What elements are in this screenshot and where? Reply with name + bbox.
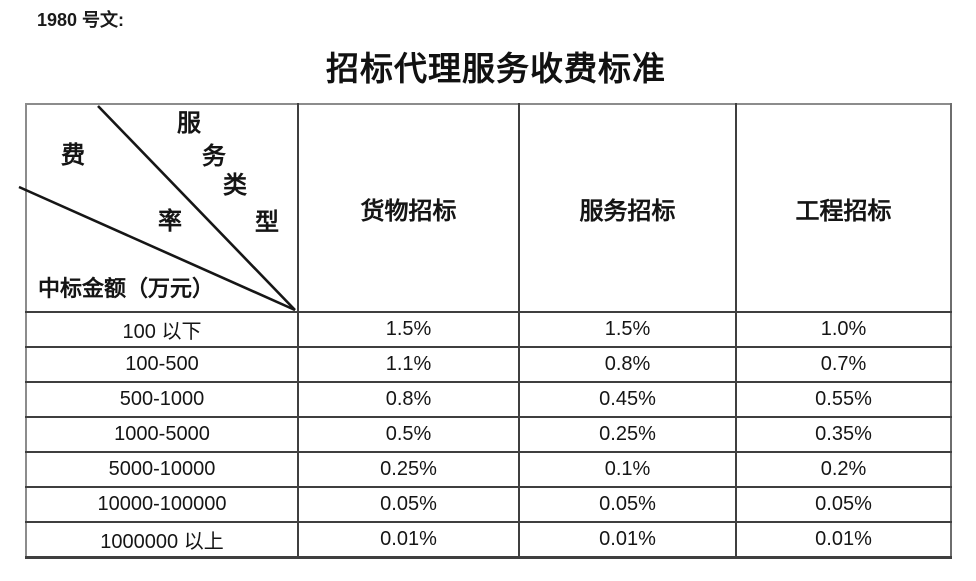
rate-cell: 0.25% [297,451,520,488]
row-label: 1000-5000 [25,416,299,453]
corner-char-service-type: 类 [223,173,247,199]
rate-cell: 1.5% [518,311,737,348]
corner-amount-label: 中标金额（万元） [38,276,215,301]
row-label: 500-1000 [25,381,299,418]
corner-header-cell: 服 务 类 型 费 率 中标金额（万元） [18,103,299,313]
rate-cell: 0.1% [518,451,737,488]
rate-cell: 0.55% [735,381,952,418]
row-label: 100-500 [25,346,299,383]
rate-cell: 0.01% [735,521,952,559]
rate-cell: 0.05% [518,486,737,523]
rate-cell: 0.2% [735,451,952,488]
table-row: 1000000 以上 0.01% 0.01% 0.01% [25,521,952,559]
corner-box: 服 务 类 型 费 率 中标金额（万元） [18,105,297,312]
corner-char-fee-rate: 率 [158,209,182,235]
rate-cell: 0.7% [735,346,952,383]
table-row: 10000-100000 0.05% 0.05% 0.05% [25,486,952,523]
corner-char-service-type: 型 [255,210,279,236]
table-row: 500-1000 0.8% 0.45% 0.55% [25,381,952,418]
rate-cell: 0.5% [297,416,520,453]
doc-ref-label: 1980 号文: [37,10,125,30]
table-header-row: 服 务 类 型 费 率 中标金额（万元） 货物招标 服务招标 工程招标 [18,103,952,313]
column-header-service-bidding: 服务招标 [518,103,737,313]
rate-cell: 1.5% [297,311,520,348]
rate-cell: 0.05% [735,486,952,523]
row-label: 5000-10000 [25,451,299,488]
rate-cell: 0.25% [518,416,737,453]
table-row: 100-500 1.1% 0.8% 0.7% [25,346,952,383]
page-title: 招标代理服务收费标准 [326,52,666,88]
fee-table: 服 务 类 型 费 率 中标金额（万元） 货物招标 服务招标 工程招标 100 … [18,103,952,559]
column-header-works-bidding: 工程招标 [735,103,952,313]
rate-cell: 1.0% [735,311,952,348]
table-row: 1000-5000 0.5% 0.25% 0.35% [25,416,952,453]
rate-cell: 0.8% [297,381,520,418]
rate-cell: 0.05% [297,486,520,523]
diagonal-split-lines-icon [18,105,296,312]
table-row: 5000-10000 0.25% 0.1% 0.2% [25,451,952,488]
rate-cell: 0.35% [735,416,952,453]
corner-char-fee-rate: 费 [61,143,85,169]
rate-cell: 0.8% [518,346,737,383]
rate-cell: 1.1% [297,346,520,383]
row-label: 1000000 以上 [25,521,299,559]
column-header-goods-bidding: 货物招标 [297,103,520,313]
rate-cell: 0.45% [518,381,737,418]
corner-char-service-type: 服 [177,111,201,137]
rate-cell: 0.01% [518,521,737,559]
row-label: 10000-100000 [25,486,299,523]
rate-cell: 0.01% [297,521,520,559]
row-label: 100 以下 [25,311,299,348]
corner-char-service-type: 务 [202,144,226,170]
table-row: 100 以下 1.5% 1.5% 1.0% [25,311,952,348]
